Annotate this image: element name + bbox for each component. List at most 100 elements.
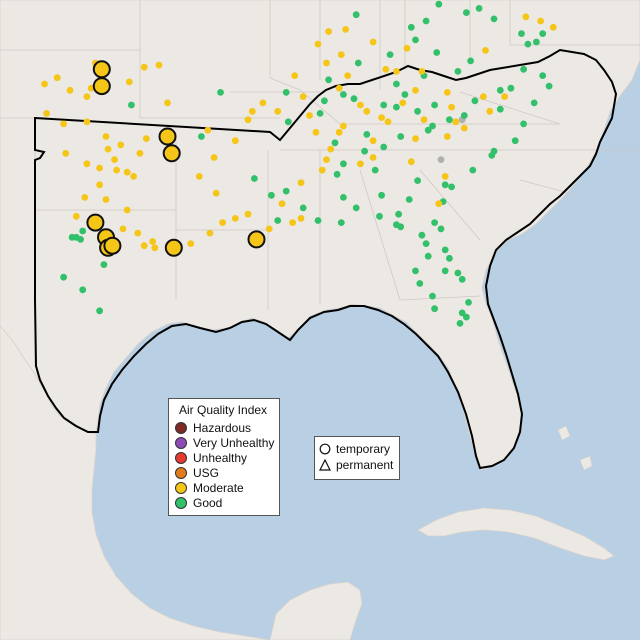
station-marker-moderate[interactable] (117, 141, 125, 149)
station-marker-good[interactable] (268, 191, 275, 199)
station-marker-moderate[interactable] (72, 212, 80, 220)
station-marker-good[interactable] (448, 183, 455, 191)
station-marker-good[interactable] (386, 51, 394, 58)
station-marker-moderate[interactable] (81, 194, 89, 201)
station-marker-moderate[interactable] (83, 160, 91, 168)
station-marker-good[interactable] (533, 38, 540, 46)
station-marker-good[interactable] (314, 217, 322, 224)
station-marker-good[interactable] (431, 101, 438, 109)
station-marker-moderate[interactable] (441, 173, 449, 180)
station-marker-moderate[interactable] (337, 51, 345, 58)
station-marker-good[interactable] (460, 112, 468, 119)
station-marker-moderate[interactable] (212, 189, 220, 197)
station-marker-good[interactable] (458, 275, 466, 283)
station-marker-good[interactable] (422, 17, 430, 25)
station-marker-good[interactable] (463, 9, 470, 16)
station-marker-moderate[interactable] (369, 154, 377, 161)
station-marker-good[interactable] (446, 254, 453, 262)
station-marker-good[interactable] (496, 86, 504, 94)
station-marker-good[interactable] (456, 320, 464, 327)
station-marker-moderate[interactable] (420, 116, 428, 124)
station-marker-good[interactable] (433, 49, 441, 56)
station-marker-good[interactable] (340, 194, 347, 201)
station-marker-moderate[interactable] (335, 128, 343, 136)
station-marker-moderate[interactable] (480, 93, 487, 100)
station-marker-good[interactable] (416, 280, 424, 287)
station-marker-moderate[interactable] (344, 72, 352, 79)
station-marker-moderate[interactable] (297, 179, 305, 187)
station-marker-moderate[interactable] (231, 215, 239, 222)
station-marker-moderate[interactable] (130, 173, 138, 180)
station-marker-good[interactable] (316, 110, 324, 117)
station-marker-good[interactable] (340, 160, 347, 168)
station-marker-good[interactable] (352, 11, 360, 19)
station-marker-moderate[interactable] (66, 86, 74, 94)
station-marker-moderate[interactable] (142, 135, 150, 143)
station-marker-moderate[interactable] (60, 120, 67, 128)
station-marker-moderate[interactable] (452, 118, 460, 126)
station-marker-moderate[interactable] (312, 128, 320, 136)
station-marker-good[interactable] (488, 152, 496, 159)
station-marker-good[interactable] (418, 231, 426, 239)
station-marker-good[interactable] (412, 267, 419, 275)
station-marker-moderate[interactable] (140, 242, 148, 250)
station-marker-good[interactable] (401, 91, 409, 98)
station-marker-moderate[interactable] (418, 68, 426, 75)
station-marker-good[interactable] (429, 122, 436, 130)
station-marker-good[interactable] (60, 273, 67, 281)
station-marker-moderate[interactable] (460, 124, 468, 132)
station-marker-moderate[interactable] (134, 229, 142, 237)
station-marker-good[interactable] (363, 131, 371, 138)
station-marker-good[interactable] (333, 170, 341, 178)
station-marker-good[interactable] (198, 133, 205, 140)
station-marker-good[interactable] (395, 210, 402, 218)
station-marker-good[interactable] (520, 65, 527, 73)
station-marker-moderate[interactable] (306, 112, 313, 119)
station-marker-moderate[interactable] (443, 133, 451, 140)
station-marker-moderate[interactable] (342, 26, 349, 33)
station-marker-moderate[interactable] (83, 93, 91, 100)
station-marker-temporary-moderate[interactable] (86, 213, 105, 232)
station-marker-moderate[interactable] (378, 114, 385, 121)
station-marker-moderate[interactable] (219, 219, 227, 227)
station-marker-moderate[interactable] (123, 206, 131, 214)
station-marker-good[interactable] (361, 147, 368, 155)
station-marker-moderate[interactable] (340, 122, 347, 130)
station-marker-good[interactable] (475, 4, 483, 12)
station-marker-good[interactable] (520, 120, 527, 128)
station-marker-good[interactable] (380, 143, 388, 151)
station-marker-moderate[interactable] (119, 225, 127, 233)
station-marker-moderate[interactable] (369, 38, 377, 46)
station-marker-moderate[interactable] (412, 86, 419, 94)
station-marker-good[interactable] (79, 286, 87, 294)
station-marker-good[interactable] (441, 246, 449, 254)
station-marker-good[interactable] (393, 103, 400, 111)
station-marker-moderate[interactable] (318, 166, 326, 174)
station-marker-good[interactable] (405, 196, 413, 203)
station-marker-moderate[interactable] (357, 160, 364, 168)
station-marker-moderate[interactable] (102, 196, 110, 203)
station-marker-good[interactable] (471, 97, 479, 105)
station-marker-moderate[interactable] (393, 68, 400, 75)
station-marker-good[interactable] (251, 175, 258, 182)
station-marker-good[interactable] (354, 59, 362, 67)
station-marker-moderate[interactable] (204, 126, 212, 134)
station-marker-good[interactable] (337, 219, 345, 227)
station-marker-temporary-moderate[interactable] (162, 144, 181, 163)
station-marker-good[interactable] (397, 223, 405, 231)
station-marker-moderate[interactable] (151, 244, 159, 252)
station-marker-moderate[interactable] (96, 181, 103, 189)
station-marker-moderate[interactable] (399, 99, 407, 107)
station-marker-moderate[interactable] (104, 145, 112, 153)
station-marker-moderate[interactable] (244, 116, 252, 124)
station-marker-moderate[interactable] (231, 137, 239, 145)
station-marker-good[interactable] (340, 91, 347, 98)
station-marker-moderate[interactable] (149, 238, 157, 245)
station-marker-good[interactable] (539, 72, 547, 79)
station-marker-moderate[interactable] (299, 93, 307, 100)
station-marker-good[interactable] (412, 36, 419, 44)
station-marker-moderate[interactable] (206, 229, 214, 237)
station-marker-moderate[interactable] (125, 78, 133, 86)
station-marker-good[interactable] (424, 252, 432, 260)
station-marker-moderate[interactable] (265, 225, 273, 233)
